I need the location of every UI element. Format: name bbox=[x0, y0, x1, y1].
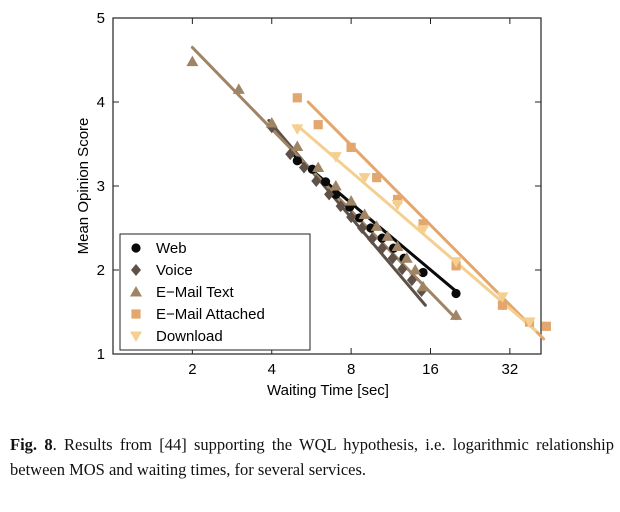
x-tick-label: 16 bbox=[422, 361, 439, 378]
data-point bbox=[377, 242, 388, 255]
data-point bbox=[409, 264, 422, 275]
data-point bbox=[496, 292, 509, 303]
data-point bbox=[418, 267, 428, 278]
caption-label: Fig. 8 bbox=[10, 435, 53, 454]
data-point bbox=[418, 219, 428, 229]
data-point bbox=[346, 142, 356, 152]
data-point bbox=[358, 173, 371, 184]
data-point bbox=[313, 120, 323, 130]
x-tick-label: 2 bbox=[188, 361, 196, 378]
data-point bbox=[417, 225, 430, 236]
data-point bbox=[358, 208, 371, 220]
caption-text: . Results from [44] supporting the WQL h… bbox=[10, 435, 614, 479]
data-point bbox=[450, 257, 463, 268]
data-point bbox=[320, 177, 331, 187]
data-point bbox=[392, 194, 403, 205]
legend-label-3: E−Mail Attached bbox=[156, 306, 265, 323]
data-point bbox=[331, 189, 341, 199]
data-point bbox=[298, 161, 309, 174]
legend-marker-4 bbox=[130, 331, 142, 342]
data-point bbox=[372, 173, 382, 183]
legend-label-0: Web bbox=[156, 240, 187, 257]
data-point bbox=[291, 124, 304, 135]
data-point bbox=[451, 288, 461, 299]
legend-label-4: Download bbox=[156, 328, 223, 345]
legend-box bbox=[119, 233, 311, 351]
data-point bbox=[417, 280, 430, 292]
data-point bbox=[397, 263, 408, 276]
y-tick-label: 1 bbox=[97, 346, 105, 363]
legend: Web Voice E−Mail Text E−Mail Attached Downlo… bbox=[119, 233, 311, 351]
data-point bbox=[335, 200, 346, 213]
series-2-points bbox=[186, 55, 463, 320]
data-point bbox=[497, 300, 508, 310]
chart: 2 4 8 16 32 1 2 3 4 5 Waiting Time [sec] Mean Opi… bbox=[75, 10, 551, 399]
data-point bbox=[186, 55, 199, 67]
data-point bbox=[329, 152, 342, 163]
data-point bbox=[292, 156, 302, 166]
y-tick-label: 4 bbox=[97, 94, 105, 111]
data-point bbox=[391, 240, 404, 251]
x-axis-title: Waiting Time [sec] bbox=[267, 382, 389, 399]
data-point bbox=[292, 93, 302, 103]
data-point bbox=[345, 195, 358, 206]
data-point bbox=[406, 274, 417, 287]
y-axis-title: Mean Opinion Score bbox=[75, 118, 92, 255]
figure-caption: Fig. 8. Results from [44] supporting the… bbox=[10, 432, 614, 482]
data-point bbox=[400, 252, 413, 263]
data-point bbox=[381, 230, 394, 241]
y-tick-label: 3 bbox=[97, 178, 105, 195]
data-point bbox=[324, 188, 335, 201]
data-point bbox=[450, 309, 463, 320]
y-tick-label: 5 bbox=[97, 10, 105, 27]
data-point bbox=[232, 83, 245, 94]
legend-marker-1 bbox=[131, 264, 141, 276]
data-point bbox=[291, 140, 304, 152]
data-point bbox=[329, 180, 342, 191]
data-point bbox=[357, 222, 368, 234]
data-point bbox=[312, 161, 325, 173]
data-point bbox=[541, 321, 551, 331]
data-points bbox=[186, 55, 551, 331]
data-point bbox=[391, 199, 404, 211]
x-tick-label: 4 bbox=[268, 361, 276, 378]
data-point bbox=[370, 220, 383, 231]
legend-marker-3 bbox=[131, 309, 141, 319]
series-4-points bbox=[291, 124, 536, 329]
data-point bbox=[523, 317, 536, 329]
axis-ticks: 2 4 8 16 32 1 2 3 4 5 bbox=[97, 10, 541, 378]
x-tick-label: 32 bbox=[502, 361, 519, 378]
legend-label-2: E−Mail Text bbox=[156, 284, 235, 301]
legend-marker-2 bbox=[130, 286, 142, 297]
data-point bbox=[285, 148, 296, 161]
data-point bbox=[346, 211, 357, 224]
x-tick-label: 8 bbox=[347, 361, 355, 378]
data-point bbox=[265, 117, 278, 128]
y-tick-label: 2 bbox=[97, 262, 105, 279]
legend-marker-0 bbox=[131, 243, 141, 253]
legend-label-1: Voice bbox=[156, 262, 193, 279]
data-point bbox=[311, 174, 322, 187]
data-point bbox=[387, 252, 398, 265]
data-point bbox=[366, 232, 377, 245]
